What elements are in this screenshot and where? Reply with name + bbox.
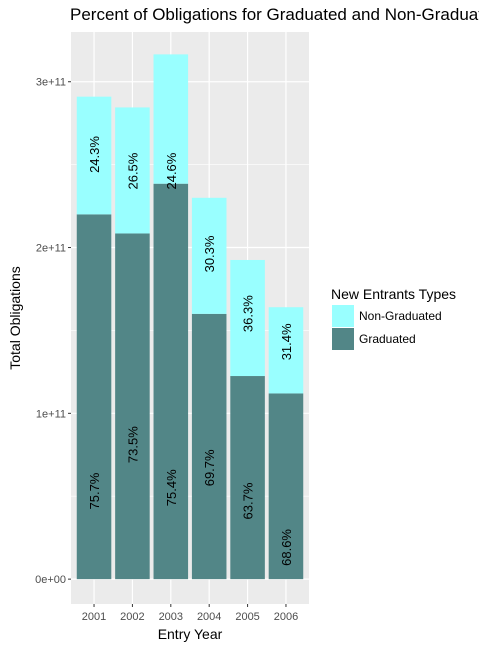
x-tick-label: 2005 bbox=[235, 611, 259, 623]
legend-title: New Entrants Types bbox=[331, 286, 456, 302]
bar-label-non-graduated-2006: 31.4% bbox=[279, 323, 294, 360]
bar-graduated-2005 bbox=[230, 376, 265, 580]
bar-label-non-graduated-2001: 24.3% bbox=[87, 136, 102, 173]
bar-non-graduated-2004 bbox=[191, 197, 227, 314]
y-tick-label: 1e+11 bbox=[36, 408, 66, 420]
bar-labels: 75.7% 24.3% 73.5% 26.5% 75.4% 24.6% 69.7% 30.3%… bbox=[87, 136, 294, 566]
bar-label-graduated-2003: 75.4% bbox=[164, 469, 179, 506]
bar-label-graduated-2005: 63.7% bbox=[241, 482, 256, 519]
y-axis-title: Total Obligations bbox=[7, 266, 23, 370]
bar-label-non-graduated-2002: 26.5% bbox=[125, 152, 140, 189]
y-axis: 0e+00 1e+11 2e+11 3e+11 bbox=[35, 77, 71, 586]
bars bbox=[76, 54, 304, 580]
x-tick-label: 2002 bbox=[120, 611, 144, 623]
bar-non-graduated-2003 bbox=[153, 54, 189, 184]
bar-non-graduated-2001 bbox=[76, 96, 112, 215]
legend-label-non-graduated: Non-Graduated bbox=[359, 309, 442, 323]
x-tick-label: 2003 bbox=[159, 611, 183, 623]
bar-graduated-2004 bbox=[191, 313, 227, 580]
y-tick-label: 2e+11 bbox=[36, 243, 66, 255]
legend: New Entrants Types Non-Graduated Graduate… bbox=[331, 286, 456, 350]
x-tick-label: 2006 bbox=[274, 611, 298, 623]
bar-label-non-graduated-2005: 36.3% bbox=[241, 295, 256, 332]
legend-key-graduated bbox=[332, 328, 354, 350]
bar-label-graduated-2002: 73.5% bbox=[125, 426, 140, 463]
legend-key-non-graduated bbox=[332, 305, 354, 327]
legend-label-graduated: Graduated bbox=[359, 332, 416, 346]
bar-graduated-2002 bbox=[115, 233, 150, 580]
bar-label-non-graduated-2003: 24.6% bbox=[164, 152, 179, 189]
bar-label-non-graduated-2004: 30.3% bbox=[202, 235, 217, 272]
bar-graduated-2001 bbox=[76, 214, 112, 580]
x-axis: 2001 2002 2003 2004 2005 2006 bbox=[82, 604, 298, 623]
x-axis-title: Entry Year bbox=[158, 626, 223, 642]
x-tick-label: 2004 bbox=[197, 611, 221, 623]
bar-label-graduated-2006: 68.6% bbox=[279, 529, 294, 566]
bar-non-graduated-2002 bbox=[115, 107, 150, 234]
bar-non-graduated-2006 bbox=[268, 307, 304, 394]
bar-label-graduated-2004: 69.7% bbox=[202, 449, 217, 486]
x-tick-label: 2001 bbox=[82, 611, 106, 623]
bar-graduated-2003 bbox=[153, 183, 189, 580]
bar-label-graduated-2001: 75.7% bbox=[87, 472, 102, 509]
bar-graduated-2006 bbox=[268, 393, 304, 580]
y-tick-label: 3e+11 bbox=[36, 77, 66, 89]
bar-non-graduated-2005 bbox=[230, 259, 265, 377]
chart-title: Percent of Obligations for Graduated and… bbox=[70, 5, 479, 24]
y-tick-label: 0e+00 bbox=[35, 574, 66, 586]
